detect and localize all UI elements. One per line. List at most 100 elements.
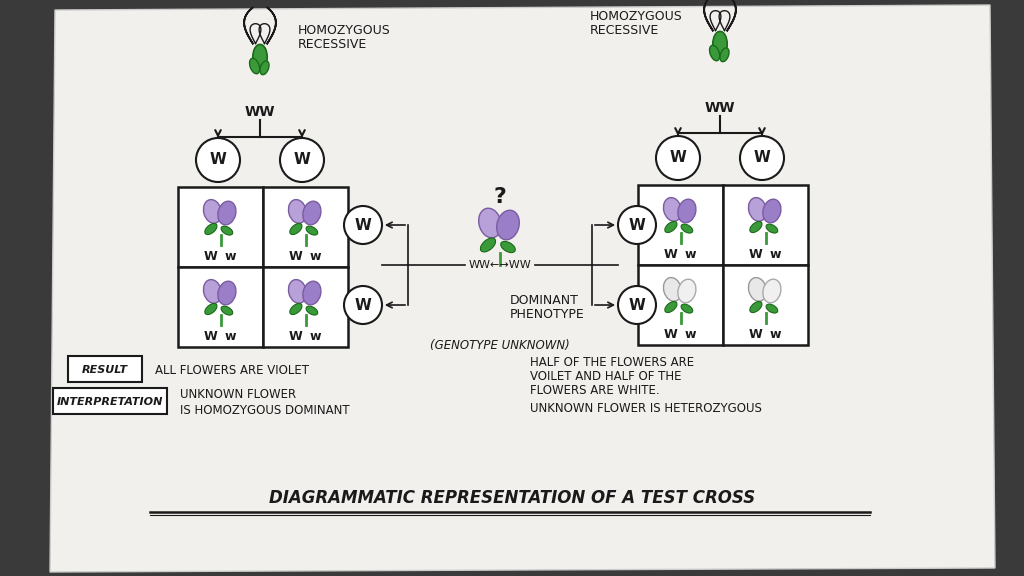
Ellipse shape xyxy=(253,44,267,70)
Bar xyxy=(178,187,263,267)
Ellipse shape xyxy=(205,304,217,314)
Ellipse shape xyxy=(250,58,260,74)
Text: VOILET AND HALF OF THE: VOILET AND HALF OF THE xyxy=(530,369,682,382)
Text: INTERPRETATION: INTERPRETATION xyxy=(56,397,163,407)
Bar xyxy=(263,187,348,267)
Text: W: W xyxy=(354,218,372,233)
Ellipse shape xyxy=(713,32,727,56)
Text: w: w xyxy=(309,331,322,343)
Ellipse shape xyxy=(763,279,781,303)
Ellipse shape xyxy=(204,279,221,303)
Ellipse shape xyxy=(749,198,767,221)
Ellipse shape xyxy=(763,199,781,223)
Ellipse shape xyxy=(260,61,269,75)
Ellipse shape xyxy=(290,223,302,234)
Ellipse shape xyxy=(204,200,221,223)
Ellipse shape xyxy=(766,224,777,233)
Text: W: W xyxy=(294,153,310,168)
Bar xyxy=(638,185,723,265)
Circle shape xyxy=(618,286,656,324)
Text: ?: ? xyxy=(494,187,507,207)
Text: w: w xyxy=(770,248,781,262)
Ellipse shape xyxy=(218,281,236,305)
FancyBboxPatch shape xyxy=(68,356,142,382)
Text: W: W xyxy=(204,331,217,343)
Text: w: w xyxy=(685,328,696,342)
Ellipse shape xyxy=(678,199,696,223)
Bar xyxy=(723,185,808,265)
Text: WW←→WW: WW←→WW xyxy=(469,260,531,270)
Text: WW: WW xyxy=(705,101,735,115)
Text: W: W xyxy=(289,331,302,343)
Text: HOMOZYGOUS: HOMOZYGOUS xyxy=(298,24,391,36)
Ellipse shape xyxy=(221,306,232,315)
Ellipse shape xyxy=(289,200,306,223)
Circle shape xyxy=(344,206,382,244)
Ellipse shape xyxy=(766,304,777,313)
Ellipse shape xyxy=(480,238,496,252)
Ellipse shape xyxy=(478,209,502,238)
Ellipse shape xyxy=(665,301,677,313)
Ellipse shape xyxy=(750,301,762,313)
Circle shape xyxy=(196,138,240,182)
Text: ALL FLOWERS ARE VIOLET: ALL FLOWERS ARE VIOLET xyxy=(155,363,309,377)
Ellipse shape xyxy=(664,198,682,221)
Circle shape xyxy=(280,138,324,182)
Ellipse shape xyxy=(750,221,762,233)
Text: W: W xyxy=(204,251,217,263)
Text: DIAGRAMMATIC REPRESENTATION OF A TEST CROSS: DIAGRAMMATIC REPRESENTATION OF A TEST CR… xyxy=(269,489,755,507)
Ellipse shape xyxy=(303,281,321,305)
Text: DOMINANT: DOMINANT xyxy=(510,294,579,306)
Text: HOMOZYGOUS: HOMOZYGOUS xyxy=(590,10,683,24)
Ellipse shape xyxy=(678,279,696,303)
Text: UNKNOWN FLOWER IS HETEROZYGOUS: UNKNOWN FLOWER IS HETEROZYGOUS xyxy=(530,401,762,415)
Circle shape xyxy=(740,136,784,180)
Ellipse shape xyxy=(289,279,306,303)
Text: W: W xyxy=(629,297,645,313)
Text: w: w xyxy=(770,328,781,342)
Text: (GENOTYPE UNKNOWN): (GENOTYPE UNKNOWN) xyxy=(430,339,570,351)
Text: W: W xyxy=(629,218,645,233)
Text: RESULT: RESULT xyxy=(82,365,128,375)
Bar xyxy=(723,265,808,345)
Bar xyxy=(178,267,263,347)
Ellipse shape xyxy=(720,48,729,62)
Bar xyxy=(263,267,348,347)
Text: w: w xyxy=(224,331,237,343)
Ellipse shape xyxy=(681,224,692,233)
Text: WW: WW xyxy=(245,105,275,119)
Ellipse shape xyxy=(681,304,692,313)
Text: W: W xyxy=(670,150,686,165)
Ellipse shape xyxy=(497,210,519,240)
Text: HALF OF THE FLOWERS ARE: HALF OF THE FLOWERS ARE xyxy=(530,355,694,369)
Text: PHENOTYPE: PHENOTYPE xyxy=(510,309,585,321)
Text: RECESSIVE: RECESSIVE xyxy=(590,25,659,37)
Circle shape xyxy=(344,286,382,324)
Text: UNKNOWN FLOWER: UNKNOWN FLOWER xyxy=(180,388,296,400)
Text: RECESSIVE: RECESSIVE xyxy=(298,37,368,51)
Text: W: W xyxy=(664,248,677,262)
Polygon shape xyxy=(50,5,995,572)
Ellipse shape xyxy=(205,223,217,234)
Text: W: W xyxy=(289,251,302,263)
Text: IS HOMOZYGOUS DOMINANT: IS HOMOZYGOUS DOMINANT xyxy=(180,404,349,416)
Ellipse shape xyxy=(710,46,720,60)
Circle shape xyxy=(618,206,656,244)
Circle shape xyxy=(656,136,700,180)
Ellipse shape xyxy=(221,226,232,235)
Text: FLOWERS ARE WHITE.: FLOWERS ARE WHITE. xyxy=(530,384,659,396)
Ellipse shape xyxy=(303,201,321,225)
Text: w: w xyxy=(309,251,322,263)
Ellipse shape xyxy=(664,278,682,301)
Ellipse shape xyxy=(501,241,515,253)
Text: W: W xyxy=(749,248,763,262)
Ellipse shape xyxy=(218,201,236,225)
Text: W: W xyxy=(754,150,770,165)
Ellipse shape xyxy=(306,306,317,315)
Ellipse shape xyxy=(290,304,302,314)
Text: W: W xyxy=(749,328,763,342)
Bar xyxy=(638,265,723,345)
Text: W: W xyxy=(664,328,677,342)
Text: W: W xyxy=(210,153,226,168)
Ellipse shape xyxy=(749,278,767,301)
